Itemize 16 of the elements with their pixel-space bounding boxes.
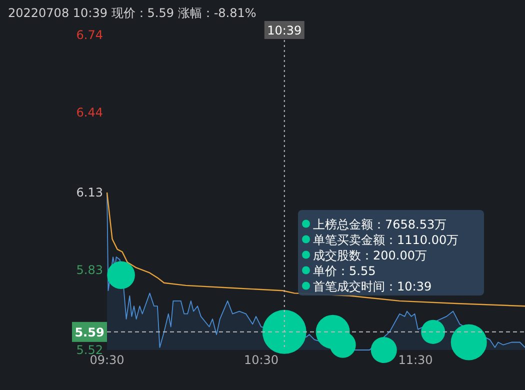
annotation: 首笔成交时间：10:39	[313, 279, 432, 294]
y-tick-label: 5.83	[76, 262, 103, 277]
annotation: 10:39	[267, 24, 302, 38]
y-tick-label: 6.74	[76, 28, 103, 42]
y-tick-label: 6.44	[76, 105, 103, 120]
annotation: 上榜总金额：7658.53万	[313, 217, 447, 232]
annotation: 单笔买卖金额：1110.00万	[313, 232, 459, 247]
x-tick-label: 11:30	[398, 353, 433, 367]
annotation: 成交股数：200.00万	[313, 248, 427, 262]
annotation: 单价：5.55	[313, 264, 376, 278]
line-series	[106, 192, 525, 307]
y-tick-label: 6.13	[76, 186, 103, 200]
chart-title: 20220708 10:39 现价：5.59 涨幅：-8.81%	[8, 6, 256, 20]
x-tick-label: 10:30	[244, 353, 279, 367]
ref-line-label: 5.59	[74, 325, 104, 340]
x-tick-label: 09:30	[90, 353, 124, 367]
